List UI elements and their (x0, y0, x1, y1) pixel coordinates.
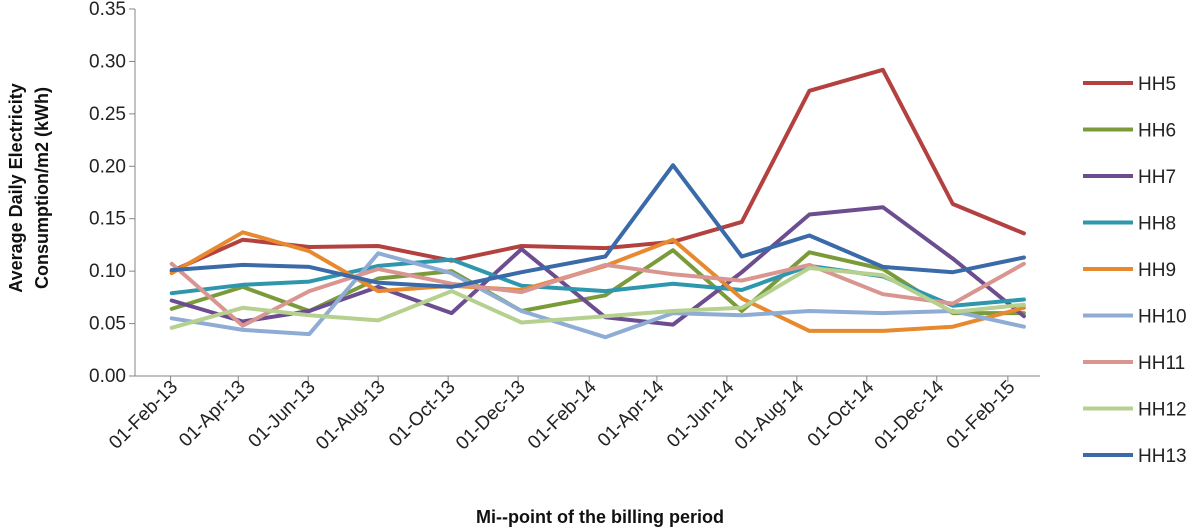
series-line-hh5 (169, 67, 1026, 274)
x-tick-label: 01-Oct-13 (385, 377, 460, 452)
y-tick-label: 0.25 (89, 104, 126, 125)
y-tick-label: 0.05 (89, 314, 126, 335)
legend-label: HH6 (1138, 121, 1176, 142)
legend-label: HH13 (1138, 446, 1187, 467)
y-tick-label: 0.10 (89, 261, 126, 282)
axes (129, 8, 1040, 382)
series-lines (169, 67, 1026, 340)
x-tick-label: 01-Aug-13 (312, 377, 390, 455)
x-tick-label: 01-Feb-13 (105, 377, 182, 454)
y-axis-title-line-2: Consumption/m2 (kWh) (32, 87, 52, 289)
x-tick-label: 01-Jun-13 (244, 377, 319, 452)
x-tick-label: 01-Aug-14 (731, 376, 809, 454)
legend-item-hh13: HH13 (1083, 446, 1187, 467)
x-tick-labels: 01-Feb-1301-Apr-1301-Jun-1301-Aug-1301-O… (105, 376, 1019, 454)
x-tick-label: 01-Jun-14 (663, 376, 739, 452)
legend-item-hh11: HH11 (1083, 353, 1185, 374)
series-line-hh10 (169, 251, 1026, 340)
x-axis-title: Mi--point of the billing period (476, 507, 724, 527)
legend-label: HH10 (1138, 307, 1187, 328)
y-tick-labels: 0.00 0.05 0.10 0.15 0.20 0.25 0.30 0.35 (89, 0, 126, 387)
legend-label: HH5 (1138, 74, 1176, 95)
y-tick-label: 0.35 (89, 0, 126, 20)
legend-item-hh10: HH10 (1083, 307, 1187, 328)
y-axis-title-line-1: Average Daily Electricity (6, 83, 26, 292)
legend-label: HH7 (1138, 167, 1176, 188)
legend-item-hh6: HH6 (1083, 121, 1176, 142)
legend: HH5 HH6 HH7 HH8 HH9 HH10 HH11 HH12 HH13 (1083, 74, 1187, 467)
y-tick-label: 0.20 (89, 156, 126, 177)
x-tick-label: 01-Apr-14 (594, 376, 669, 451)
x-tick-label: 01-Dec-14 (871, 376, 949, 454)
series-line-hh13 (169, 163, 1026, 289)
x-tick-label: 01-Feb-15 (943, 377, 1020, 454)
y-axis-title: Average Daily Electricity Consumption/m2… (6, 83, 52, 292)
legend-item-hh5: HH5 (1083, 74, 1176, 95)
x-tick-label: 01-Oct-14 (804, 376, 879, 451)
legend-item-hh12: HH12 (1083, 400, 1187, 421)
legend-label: HH9 (1138, 260, 1176, 281)
series-line-hh12 (169, 266, 1026, 330)
x-tick-label: 01-Dec-13 (452, 377, 530, 455)
y-tick-label: 0.00 (89, 366, 126, 387)
x-tick-label: 01-Feb-14 (524, 376, 601, 453)
y-tick-label: 0.30 (89, 51, 126, 72)
series-line-hh11 (169, 261, 1026, 328)
x-tick-label: 01-Apr-13 (175, 377, 250, 452)
y-tick-label: 0.15 (89, 209, 126, 230)
legend-label: HH12 (1138, 400, 1187, 421)
legend-item-hh7: HH7 (1083, 167, 1176, 188)
legend-label: HH11 (1138, 353, 1185, 374)
legend-item-hh9: HH9 (1083, 260, 1176, 281)
legend-item-hh8: HH8 (1083, 214, 1176, 235)
legend-label: HH8 (1138, 214, 1176, 235)
